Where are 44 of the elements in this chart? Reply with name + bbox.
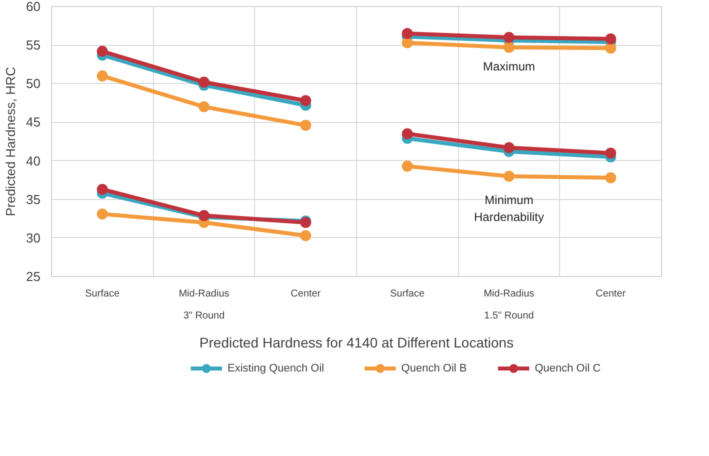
y-tick-label: 25 xyxy=(26,269,41,284)
annotation: Maximum xyxy=(483,60,536,74)
point xyxy=(504,170,514,182)
point xyxy=(402,160,413,172)
y-axis-title: Predicted Hardness, HRC xyxy=(3,66,18,216)
x-tick-label: Surface xyxy=(390,288,426,300)
point xyxy=(198,101,210,112)
point xyxy=(96,70,108,82)
text: 1.5" Round xyxy=(484,310,534,322)
point xyxy=(300,230,312,242)
point xyxy=(605,172,616,184)
point xyxy=(300,95,312,106)
point xyxy=(605,33,616,44)
point xyxy=(96,208,108,220)
y-tick-label: 60 xyxy=(26,0,41,14)
point xyxy=(605,148,616,159)
y-tick-label: 50 xyxy=(26,76,41,92)
y-tick-label: 55 xyxy=(26,38,41,53)
legend-label: Quench Oil C xyxy=(534,362,601,374)
y-tick-label: 40 xyxy=(26,153,41,168)
legend-label: Quench Oil B xyxy=(401,362,467,374)
point xyxy=(504,42,514,53)
text: 3" Round xyxy=(183,310,225,322)
point xyxy=(96,184,108,195)
point xyxy=(300,120,312,131)
x-tick-label: Center xyxy=(290,288,322,300)
x-axis-title: Predicted Hardness for 4140 at Different Locations xyxy=(199,334,514,350)
x-tick-label: Mid-Radius xyxy=(484,288,534,300)
y-tick-label: 30 xyxy=(26,230,41,246)
y-tick-label: 45 xyxy=(26,114,41,130)
point xyxy=(504,32,514,43)
x-tick-label: Mid-Radius xyxy=(178,288,230,300)
x-tick-label: Center xyxy=(596,288,626,300)
point xyxy=(198,76,210,88)
point xyxy=(402,128,413,140)
point xyxy=(504,142,514,154)
point xyxy=(402,37,413,48)
y-tick-label: 35 xyxy=(26,192,41,207)
annotation: Minimum Hardenability xyxy=(474,193,544,224)
legend-label: Existing Quench Oil xyxy=(227,362,324,374)
point xyxy=(402,28,413,39)
point xyxy=(605,42,616,54)
x-tick-label: Surface xyxy=(85,288,120,300)
point xyxy=(96,46,108,57)
